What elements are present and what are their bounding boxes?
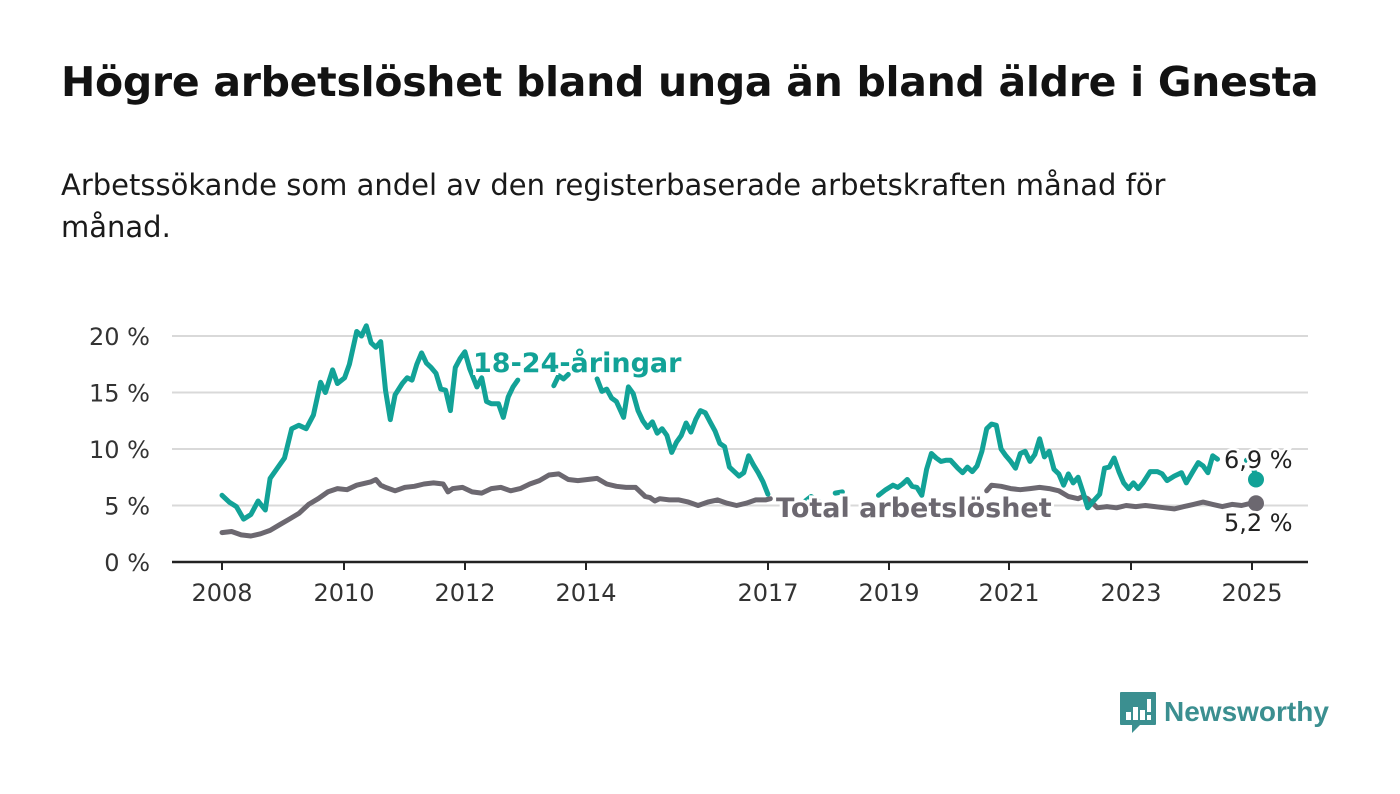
- x-tick-label: 2023: [1100, 579, 1161, 607]
- total-series-line: [984, 482, 1259, 512]
- youth-series-line: [594, 376, 771, 497]
- youth-series-line: [219, 323, 521, 522]
- newsworthy-logo: Newsworthy: [1118, 690, 1329, 734]
- youth-end-point: [1248, 471, 1264, 488]
- total-end-point: [1248, 495, 1264, 512]
- x-tick-label: 2010: [313, 579, 374, 607]
- total-series-line: [219, 471, 773, 539]
- chart-subtitle: Arbetssökande som andel av den registerb…: [61, 168, 1166, 244]
- youth-series-line: [876, 421, 1220, 511]
- y-tick-label: 20 %: [89, 323, 150, 351]
- chart-title: Högre arbetslöshet bland unga än bland ä…: [61, 58, 1319, 106]
- y-tick-label: 10 %: [89, 436, 150, 464]
- total-end-value-label: 5,2 %: [1224, 509, 1293, 537]
- y-tick-label: 5 %: [104, 493, 150, 521]
- x-tick-label: 2025: [1221, 579, 1282, 607]
- y-tick-label: 15 %: [89, 380, 150, 408]
- x-tick-label: 2012: [434, 579, 495, 607]
- x-tick-label: 2021: [978, 579, 1039, 607]
- youth-series-line: [801, 494, 821, 505]
- x-tick-label: 2014: [555, 579, 616, 607]
- total-series-label: Total arbetslöshet: [776, 493, 1052, 524]
- y-tick-label: 0 %: [104, 549, 150, 577]
- brand-name: Newsworthy: [1164, 696, 1329, 727]
- x-tick-label: 2008: [191, 579, 252, 607]
- youth-series-line: [551, 371, 571, 389]
- youth-series-label: 18-24-åringar: [473, 347, 682, 379]
- youth-end-value-label: 6,9 %: [1224, 446, 1293, 474]
- newsworthy-logo-icon: [1120, 692, 1156, 733]
- youth-series-line: [832, 489, 845, 496]
- x-tick-label: 2019: [858, 579, 919, 607]
- x-tick-label: 2017: [737, 579, 798, 607]
